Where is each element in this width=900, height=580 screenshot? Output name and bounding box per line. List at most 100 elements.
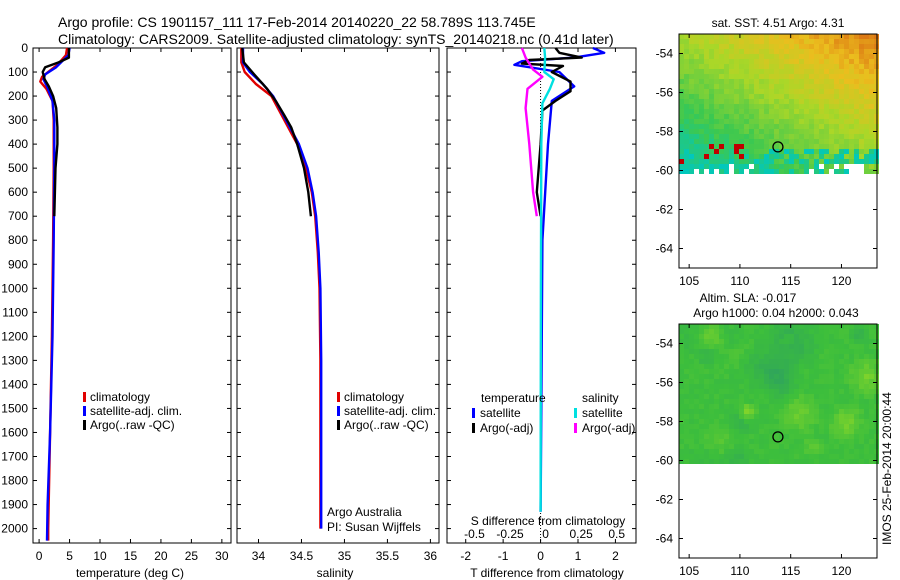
map-cell <box>839 59 844 64</box>
map-cell <box>824 454 829 459</box>
map-cell <box>784 354 789 359</box>
map-cell <box>764 379 769 384</box>
map-cell <box>814 44 819 49</box>
map-cell <box>794 439 799 444</box>
x-tick-label-0: -2 <box>460 549 471 563</box>
map-cell <box>814 344 819 349</box>
map-cell <box>799 364 804 369</box>
map-cell <box>684 354 689 359</box>
map-cell <box>784 54 789 59</box>
map-cell <box>869 69 874 74</box>
map-cell <box>739 424 744 429</box>
map-cell <box>729 454 734 459</box>
map-cell <box>799 139 804 144</box>
map-cell <box>729 139 734 144</box>
map-cell <box>719 374 724 379</box>
map-cell <box>714 69 719 74</box>
map-cell <box>719 384 724 389</box>
map-cell <box>814 454 819 459</box>
map-cell <box>714 144 719 149</box>
map-cell <box>714 149 719 154</box>
map-cell <box>724 369 729 374</box>
map-cell <box>854 389 859 394</box>
map-cell <box>834 409 839 414</box>
map-cell <box>819 154 824 159</box>
map-cell <box>704 89 709 94</box>
map-cell <box>849 114 854 119</box>
map-cell <box>744 349 749 354</box>
map-cell <box>814 94 819 99</box>
map-cell <box>694 414 699 419</box>
map-cell <box>694 119 699 124</box>
map-cell <box>759 79 764 84</box>
map-cell <box>844 119 849 124</box>
map-cell <box>854 454 859 459</box>
map-cell <box>689 89 694 94</box>
map-cell <box>799 89 804 94</box>
map-cell <box>699 384 704 389</box>
map-cell <box>829 144 834 149</box>
map-cell <box>784 379 789 384</box>
map-cell <box>804 324 809 329</box>
map-cell <box>689 449 694 454</box>
map-cell <box>789 124 794 129</box>
map-cell <box>849 379 854 384</box>
map-cell <box>804 449 809 454</box>
map-cell <box>844 64 849 69</box>
map-x-tick-label-1: 110 <box>730 564 749 578</box>
map-cell <box>759 449 764 454</box>
map-y-tick-label-5: -64 <box>656 532 674 546</box>
map-cell <box>869 324 874 329</box>
map-cell <box>704 344 709 349</box>
map-cell <box>684 434 689 439</box>
map-cell <box>869 84 874 89</box>
map-cell <box>819 364 824 369</box>
map-cell <box>759 434 764 439</box>
map-cell <box>719 439 724 444</box>
map-cell <box>839 454 844 459</box>
map-cell <box>824 374 829 379</box>
map-cell <box>704 454 709 459</box>
map-cell <box>689 394 694 399</box>
map-cell <box>814 424 819 429</box>
map-cell <box>724 414 729 419</box>
map-cell <box>679 99 684 104</box>
map-cell <box>839 439 844 444</box>
map-cell <box>854 74 859 79</box>
map-cell <box>709 409 714 414</box>
map-cell <box>864 379 869 384</box>
argo-position-marker <box>772 141 784 153</box>
map-cell <box>829 439 834 444</box>
map-cell <box>749 364 754 369</box>
map-cell <box>754 329 759 334</box>
map-cell <box>754 374 759 379</box>
map-cell <box>739 429 744 434</box>
map-cell <box>864 144 869 149</box>
map-cell <box>789 44 794 49</box>
map-cell <box>769 389 774 394</box>
map-cell <box>684 444 689 449</box>
map-cell <box>769 49 774 54</box>
map-cell <box>719 444 724 449</box>
map-cell <box>689 354 694 359</box>
map-cell <box>789 404 794 409</box>
map-cell <box>804 369 809 374</box>
map-x-tick-label-3: 120 <box>831 564 851 578</box>
map-cell <box>769 144 774 149</box>
map-cell <box>789 359 794 364</box>
salinity-annotation-2: PI: Susan Wijffels <box>327 520 421 534</box>
map-cell <box>684 84 689 89</box>
map-cell <box>749 139 754 144</box>
map-cell <box>774 399 779 404</box>
map-cell <box>844 84 849 89</box>
map-cell <box>794 159 799 164</box>
map-cell <box>739 104 744 109</box>
map-cell <box>774 434 779 439</box>
map-cell <box>754 419 759 424</box>
map-cell <box>869 349 874 354</box>
map-cell <box>784 164 789 169</box>
map-cell <box>819 44 824 49</box>
map-cell <box>829 389 834 394</box>
map-cell <box>754 34 759 39</box>
map-cell <box>799 384 804 389</box>
